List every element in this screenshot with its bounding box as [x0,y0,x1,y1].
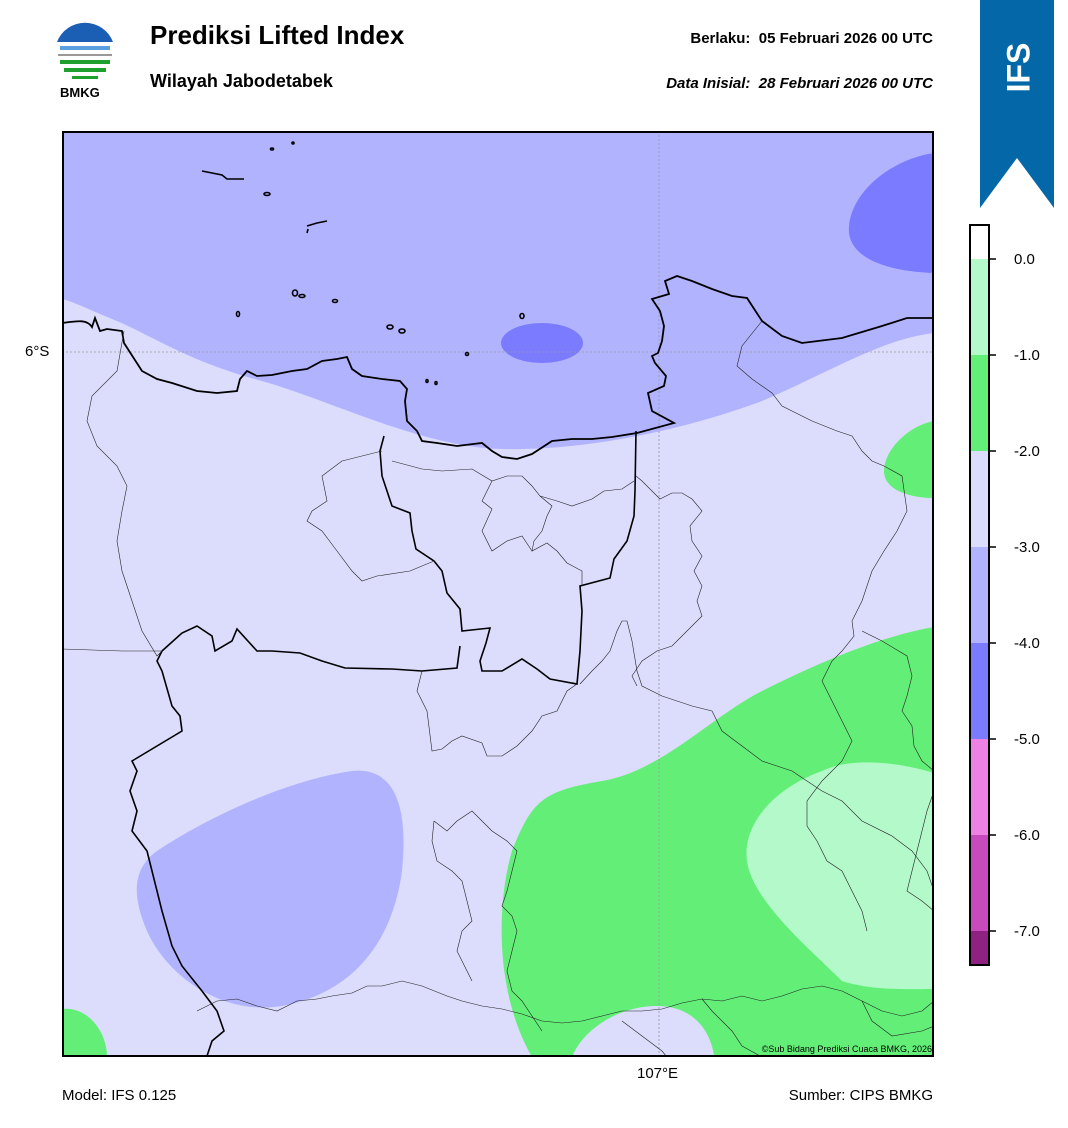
init-value: 28 Februari 2026 00 UTC [758,75,933,92]
field-east-green [884,421,934,498]
page-title: Prediksi Lifted Index [150,20,405,50]
ifs-badge-shape [980,0,1054,208]
regency-boundaries [62,320,934,1057]
valid-time: Berlaku: 05 Februari 2026 00 UTC [690,30,933,47]
thousand-islands [201,141,525,386]
field-sw-blob [136,770,404,1008]
field-coastal-blob [501,323,583,363]
colorbar-ticks [989,258,996,932]
colorbar-tick-label: 0.0 [1014,251,1035,268]
colorbar-bin-above-0 [970,225,989,259]
colorbar [969,224,996,966]
map [62,131,934,1057]
colorbar-bin-minus3-to-minus4 [970,547,989,643]
colorbar-tick-label: -7.0 [1014,923,1040,940]
field-ne-blob [848,153,934,273]
colorbar-bin-below-minus7 [970,931,989,965]
logo-text: BMKG [60,85,100,100]
source-label: Sumber: CIPS BMKG [788,1087,933,1104]
colorbar-bin-0-to-minus1 [970,259,989,355]
init-time: Data Inisial: 28 Februari 2026 00 UTC [666,75,933,92]
colorbar-tick-label: -3.0 [1014,539,1040,556]
field-se-lightgreen [746,762,934,990]
lat-label: 6°S [25,343,50,360]
ifs-badge [980,0,1054,208]
model-label: Model: IFS 0.125 [62,1087,177,1104]
colorbar-bin-minus6-to-minus7 [970,835,989,931]
colorbar-bin-minus5-to-minus6 [970,739,989,835]
colorbar-tick-label: -5.0 [1014,731,1040,748]
coastline [62,275,934,460]
colorbar-tick-label: -6.0 [1014,827,1040,844]
colorbar-tick-label: -4.0 [1014,635,1040,652]
page-subtitle: Wilayah Jabodetabek [150,71,333,91]
lon-label: 107°E [637,1065,679,1082]
init-label: Data Inisial: [666,75,751,92]
province-boundary [129,430,637,1057]
field-bottom-blob [572,1006,714,1057]
colorbar-tick-label: -2.0 [1014,443,1040,460]
colorbar-frame [969,224,990,966]
ifs-badge-label: IFS [1000,42,1037,92]
copyright-text: ©Sub Bidang Prediksi Cuaca BMKG, 2026 [761,1044,932,1054]
valid-value: 05 Februari 2026 00 UTC [758,30,933,47]
colorbar-tick-label: -1.0 [1014,347,1040,364]
colorbar-bin-minus4-to-minus5 [970,643,989,739]
colorbar-bin-minus1-to-minus2 [970,355,989,451]
valid-label: Berlaku: [690,30,751,47]
field-north-band [62,131,934,450]
field-sw-green [62,1008,107,1057]
map-frame [62,131,934,1057]
bmkg-logo-icon [54,22,116,84]
colorbar-bin-minus2-to-minus3 [970,451,989,547]
